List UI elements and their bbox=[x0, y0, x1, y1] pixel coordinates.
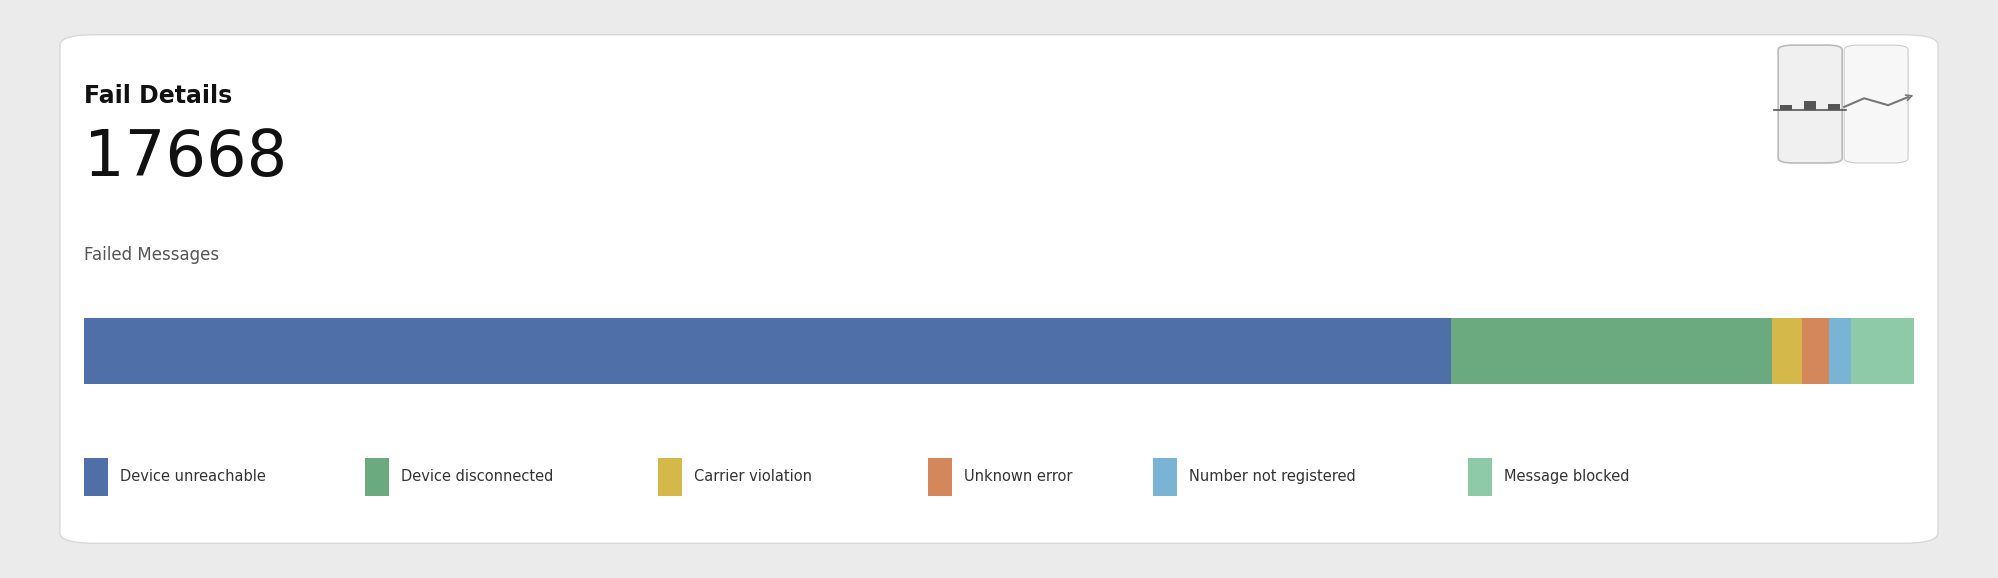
Bar bbox=[1772, 318, 1802, 384]
Bar bbox=[1469, 458, 1493, 496]
Bar bbox=[1780, 105, 1792, 110]
Bar bbox=[1830, 318, 1850, 384]
Text: Carrier violation: Carrier violation bbox=[693, 469, 811, 484]
Bar bbox=[1850, 318, 1914, 384]
Text: Message blocked: Message blocked bbox=[1504, 469, 1630, 484]
Text: Number not registered: Number not registered bbox=[1189, 469, 1357, 484]
Text: 17668: 17668 bbox=[84, 127, 288, 189]
Text: Device disconnected: Device disconnected bbox=[402, 469, 553, 484]
Bar bbox=[84, 458, 108, 496]
Bar bbox=[366, 458, 390, 496]
FancyBboxPatch shape bbox=[60, 35, 1938, 543]
Bar bbox=[1451, 318, 1772, 384]
Bar bbox=[84, 318, 1451, 384]
Bar bbox=[1802, 318, 1830, 384]
Bar bbox=[1153, 458, 1177, 496]
Bar bbox=[1828, 104, 1840, 110]
Text: Failed Messages: Failed Messages bbox=[84, 246, 220, 264]
Text: Device unreachable: Device unreachable bbox=[120, 469, 266, 484]
Bar bbox=[657, 458, 681, 496]
Bar bbox=[1804, 101, 1816, 110]
Text: Fail Details: Fail Details bbox=[84, 84, 232, 108]
FancyBboxPatch shape bbox=[1778, 45, 1842, 163]
Text: Unknown error: Unknown error bbox=[963, 469, 1073, 484]
Bar bbox=[927, 458, 951, 496]
FancyBboxPatch shape bbox=[1844, 45, 1908, 163]
